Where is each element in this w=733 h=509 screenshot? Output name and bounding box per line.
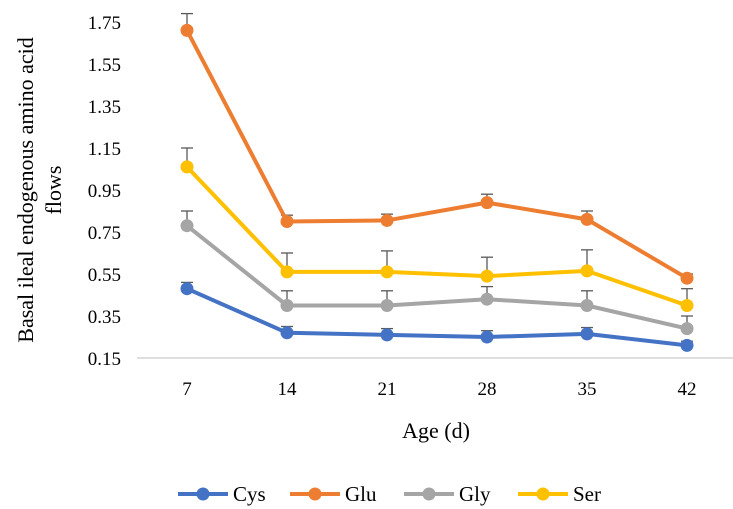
y-tick-label: 1.15 [88,139,121,160]
series-line-ser [185,164,689,308]
data-point-glu [380,213,394,227]
legend-marker-glu [308,487,322,501]
data-point-gly [680,322,694,336]
data-point-gly [580,299,594,312]
legend-marker-cys [196,487,210,501]
y-tick-label: 1.75 [88,13,121,34]
data-point-gly [480,292,494,306]
x-tick-label: 7 [182,379,192,400]
x-tick-label: 35 [578,379,597,400]
data-point-cys [580,327,594,341]
data-point-gly [280,299,294,312]
y-tick-label: 0.95 [88,181,121,202]
x-tick-label: 21 [378,379,397,400]
series-line-gly [185,223,689,331]
y-tick-label: 1.35 [88,97,121,118]
data-point-cys [380,328,394,342]
y-axis-tick-labels: 0.15 0.35 0.55 0.75 0.95 1.15 1.35 1.55 1.75 [88,13,121,370]
x-axis-title: Age (d) [402,418,470,443]
y-tick-label: 0.55 [88,265,121,286]
data-point-glu [280,215,294,228]
y-axis-title-line-2: flows [41,166,66,215]
data-point-glu [680,271,694,285]
data-point-ser [680,299,694,312]
data-point-ser [480,269,494,283]
y-tick-label: 0.15 [88,349,121,370]
data-point-gly [380,299,394,312]
legend-marker-ser [536,487,550,501]
data-point-glu [480,196,494,210]
data-point-cys [180,282,194,296]
data-point-ser [280,265,294,279]
legend-label-glu: Glu [345,482,377,506]
data-point-cys [480,330,494,344]
series-line-glu [185,28,689,281]
data-point-glu [180,23,194,37]
series-lines [180,23,694,352]
legend-label-ser: Ser [573,482,601,506]
data-point-glu [580,212,594,226]
data-point-cys [680,338,694,352]
x-tick-label: 14 [278,379,298,400]
error-bars [181,12,693,346]
y-tick-label: 0.75 [88,223,121,244]
legend-label-gly: Gly [459,482,491,506]
series-line-cys [185,286,689,348]
y-axis-title: Basal ileal endogenous amino acid flows [13,37,66,342]
x-axis-tick-labels: 7 14 21 28 35 42 [182,379,696,400]
legend-label-cys: Cys [233,482,266,506]
legend: Cys Glu Gly Ser [178,482,601,506]
data-point-cys [280,326,294,340]
data-point-gly [180,219,194,233]
data-point-ser [380,265,394,279]
y-tick-label: 1.55 [88,55,121,76]
x-tick-label: 42 [678,379,697,400]
x-tick-label: 28 [478,379,497,400]
y-tick-label: 0.35 [88,307,121,328]
y-axis-title-line-1: Basal ileal endogenous amino acid [13,37,38,342]
data-point-ser [180,160,194,174]
data-point-ser [580,264,594,278]
legend-marker-gly [422,487,436,501]
